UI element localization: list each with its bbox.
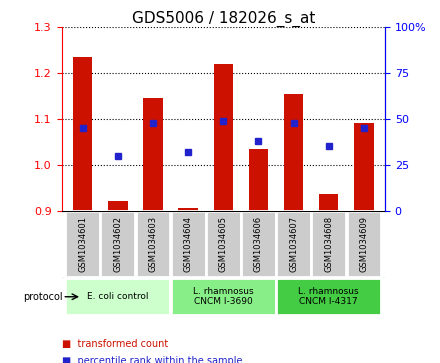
- Bar: [108, 201, 128, 211]
- Bar: [284, 94, 303, 211]
- Text: GSM1034609: GSM1034609: [359, 216, 368, 272]
- Text: E. coli control: E. coli control: [87, 292, 149, 301]
- Bar: [179, 208, 198, 211]
- Text: GSM1034608: GSM1034608: [324, 216, 333, 272]
- Bar: [276, 211, 311, 277]
- Text: GSM1034605: GSM1034605: [219, 216, 228, 272]
- Bar: [241, 211, 276, 277]
- Bar: [319, 195, 338, 211]
- Text: ■  transformed count: ■ transformed count: [62, 339, 168, 350]
- Text: L. rhamnosus
CNCM I-4317: L. rhamnosus CNCM I-4317: [298, 287, 359, 306]
- Text: ■  percentile rank within the sample: ■ percentile rank within the sample: [62, 356, 242, 363]
- Bar: [136, 211, 170, 277]
- Text: GSM1034601: GSM1034601: [78, 216, 87, 272]
- Bar: [214, 64, 233, 211]
- Title: GDS5006 / 182026_s_at: GDS5006 / 182026_s_at: [132, 11, 315, 27]
- Text: GSM1034607: GSM1034607: [289, 216, 298, 272]
- Bar: [249, 149, 268, 211]
- Bar: [73, 57, 92, 211]
- Text: L. rhamnosus
CNCM I-3690: L. rhamnosus CNCM I-3690: [193, 287, 253, 306]
- Bar: [65, 278, 170, 315]
- Bar: [276, 278, 381, 315]
- Bar: [206, 211, 241, 277]
- Text: GSM1034602: GSM1034602: [114, 216, 122, 272]
- Bar: [354, 123, 374, 211]
- Text: GSM1034603: GSM1034603: [148, 216, 158, 272]
- Bar: [143, 98, 163, 211]
- Bar: [171, 278, 276, 315]
- Bar: [65, 211, 100, 277]
- Text: GSM1034604: GSM1034604: [183, 216, 193, 272]
- Bar: [312, 211, 346, 277]
- Bar: [171, 211, 205, 277]
- Bar: [100, 211, 135, 277]
- Text: GSM1034606: GSM1034606: [254, 216, 263, 272]
- Bar: [347, 211, 381, 277]
- Text: protocol: protocol: [23, 292, 62, 302]
